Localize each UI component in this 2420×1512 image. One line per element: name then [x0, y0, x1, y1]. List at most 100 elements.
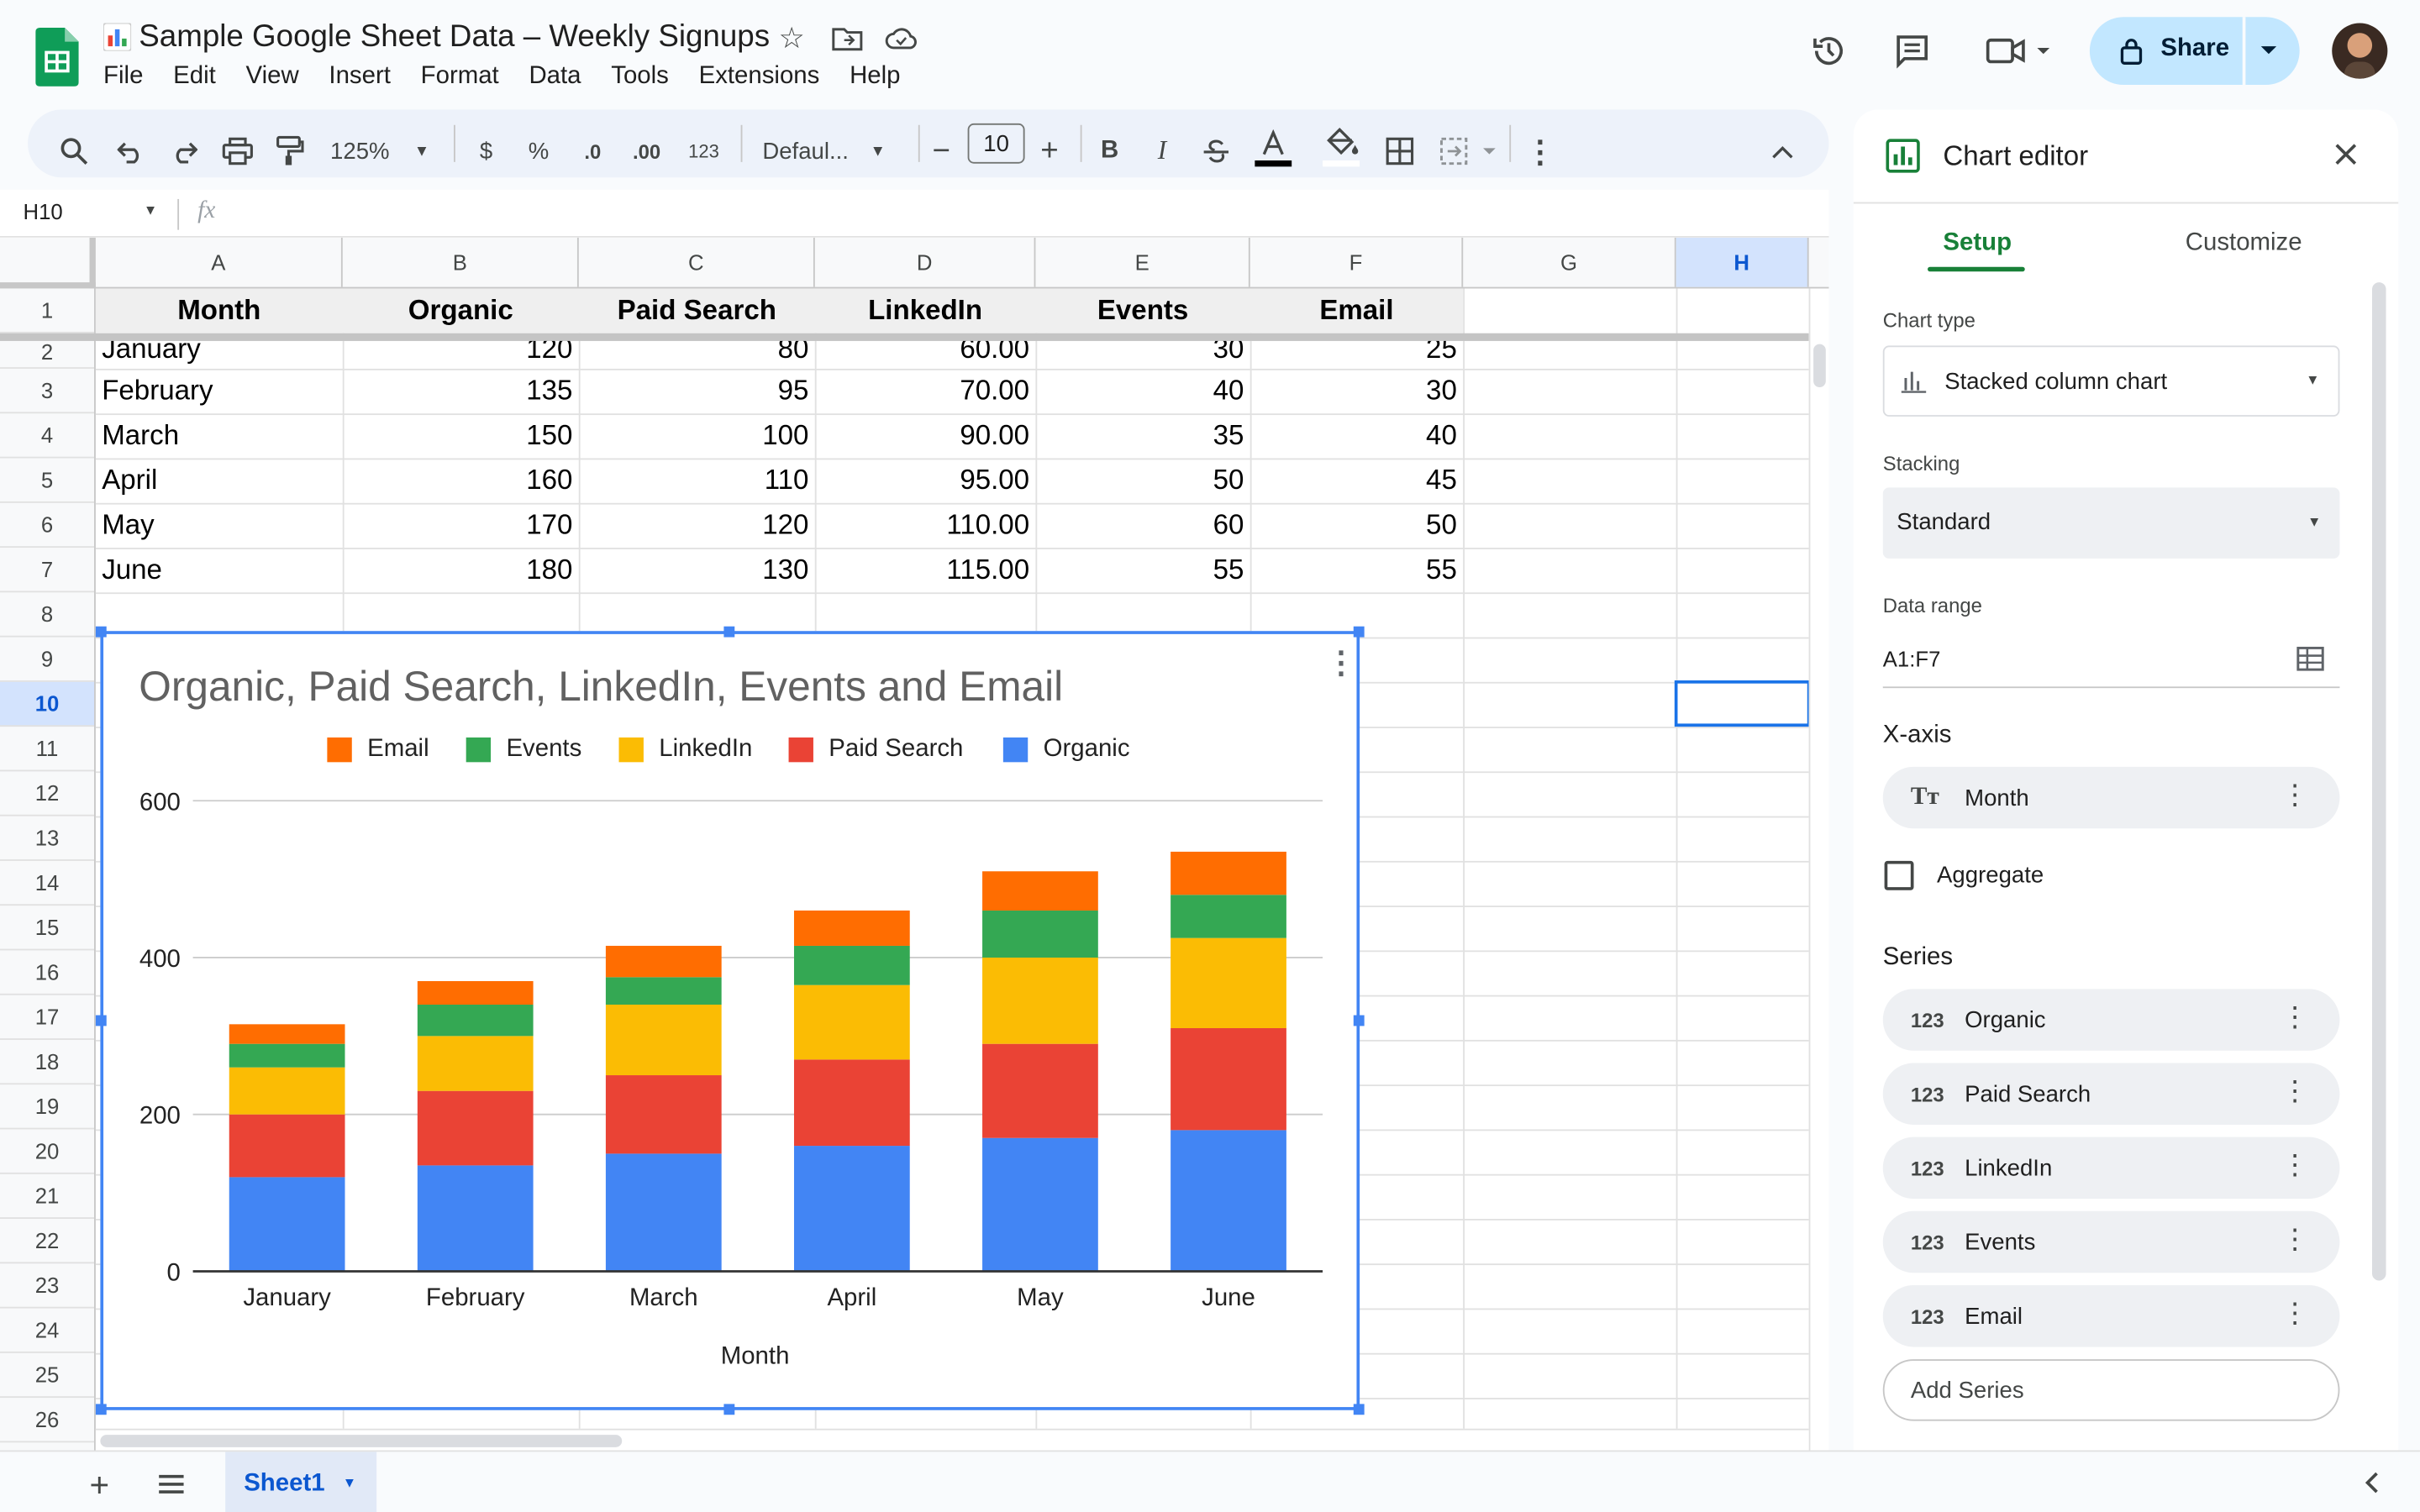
- column-header-e[interactable]: E: [1035, 237, 1250, 287]
- chevron-down-icon[interactable]: ▼: [342, 1474, 357, 1491]
- more-options-icon[interactable]: ⋮: [2281, 1149, 2309, 1181]
- cell-email[interactable]: 25: [1426, 340, 1457, 365]
- cell-linkedin[interactable]: 60.00: [960, 340, 1030, 365]
- cell-organic[interactable]: 170: [526, 509, 573, 540]
- row-header-15[interactable]: 15: [0, 906, 95, 951]
- cell-linkedin[interactable]: 95.00: [960, 464, 1030, 496]
- series-item-email[interactable]: 123 Email ⋮: [1882, 1284, 2340, 1347]
- cell-email[interactable]: 55: [1426, 554, 1457, 585]
- cell-month[interactable]: February: [102, 375, 213, 407]
- cell-email[interactable]: 50: [1426, 509, 1457, 540]
- x-axis-item[interactable]: Tт Month ⋮: [1882, 766, 2340, 829]
- star-icon[interactable]: ☆: [778, 22, 805, 55]
- row-header-20[interactable]: 20: [0, 1129, 95, 1174]
- row-header-18[interactable]: 18: [0, 1040, 95, 1085]
- column-header-g[interactable]: G: [1463, 237, 1676, 287]
- cell-events[interactable]: 40: [1213, 375, 1244, 407]
- increase-decimal-button[interactable]: .00: [627, 134, 667, 168]
- resize-handle[interactable]: [1353, 626, 1365, 638]
- merge-cells-icon[interactable]: [1439, 134, 1503, 168]
- cell-paid-search[interactable]: 100: [762, 419, 809, 451]
- row-header-4[interactable]: 4: [0, 413, 95, 459]
- row-header-24[interactable]: 24: [0, 1309, 95, 1353]
- document-title[interactable]: Sample Google Sheet Data – Weekly Signup…: [139, 19, 771, 55]
- column-header-b[interactable]: B: [343, 237, 579, 287]
- row-header-6[interactable]: 6: [0, 503, 95, 549]
- row-header-5[interactable]: 5: [0, 458, 95, 503]
- cell-events[interactable]: 30: [1213, 340, 1244, 365]
- borders-icon[interactable]: [1385, 134, 1416, 168]
- more-options-icon[interactable]: ⋮: [2281, 1075, 2309, 1106]
- number-format-button[interactable]: 123: [688, 140, 719, 162]
- row-header-19[interactable]: 19: [0, 1084, 95, 1130]
- font-size-increase-button[interactable]: +: [1040, 133, 1059, 168]
- meet-icon[interactable]: [1983, 31, 2054, 71]
- cloud-saved-icon[interactable]: [884, 24, 918, 52]
- menu-insert[interactable]: Insert: [329, 63, 391, 90]
- embedded-chart[interactable]: ⋮: [100, 631, 1360, 1410]
- avatar[interactable]: [2332, 23, 2388, 79]
- add-series-button[interactable]: Add Series: [1882, 1359, 2340, 1421]
- cell-month[interactable]: April: [102, 464, 158, 496]
- menu-edit[interactable]: Edit: [173, 63, 216, 90]
- more-options-icon[interactable]: ⋮: [2281, 779, 2309, 811]
- cell-events[interactable]: 50: [1213, 464, 1244, 496]
- row-header-17[interactable]: 17: [0, 995, 95, 1040]
- row-header-25[interactable]: 25: [0, 1353, 95, 1399]
- row-header-16[interactable]: 16: [0, 950, 95, 995]
- cell-month[interactable]: June: [102, 554, 162, 585]
- series-item-organic[interactable]: 123 Organic ⋮: [1882, 989, 2340, 1051]
- chevron-down-icon[interactable]: ▼: [143, 202, 158, 218]
- resize-handle[interactable]: [723, 1404, 735, 1415]
- selected-cell-h10[interactable]: [1674, 680, 1811, 727]
- select-data-range-icon[interactable]: [2296, 646, 2324, 671]
- close-icon[interactable]: [2333, 142, 2361, 170]
- font-size-decrease-button[interactable]: −: [932, 133, 951, 168]
- cell-organic[interactable]: 160: [526, 464, 573, 496]
- editor-scrollbar[interactable]: [2372, 282, 2386, 1281]
- row-header-9[interactable]: 9: [0, 638, 95, 682]
- cell-organic[interactable]: 135: [526, 375, 573, 407]
- percent-format-button[interactable]: %: [528, 138, 550, 165]
- row-header-2[interactable]: 2: [0, 339, 95, 369]
- column-header-f[interactable]: F: [1250, 237, 1464, 287]
- cell-email[interactable]: 45: [1426, 464, 1457, 496]
- row-header-22[interactable]: 22: [0, 1219, 95, 1264]
- resize-handle[interactable]: [1353, 1404, 1365, 1415]
- series-item-paid-search[interactable]: 123 Paid Search ⋮: [1882, 1063, 2340, 1125]
- cell-linkedin[interactable]: 90.00: [960, 419, 1030, 451]
- cell-linkedin[interactable]: 110.00: [946, 509, 1030, 540]
- more-options-icon[interactable]: ⋮: [2281, 1223, 2309, 1255]
- horizontal-scrollbar[interactable]: [95, 1428, 1809, 1451]
- cell-organic[interactable]: 180: [526, 554, 573, 585]
- comments-icon[interactable]: [1892, 31, 1933, 71]
- row-header-11[interactable]: 11: [0, 727, 95, 772]
- scrollbar-thumb[interactable]: [100, 1435, 623, 1447]
- scrollbar-thumb[interactable]: [1813, 344, 1826, 388]
- cell-linkedin[interactable]: 115.00: [946, 554, 1030, 585]
- row-header-13[interactable]: 13: [0, 816, 95, 861]
- bold-button[interactable]: B: [1100, 137, 1119, 164]
- more-options-icon[interactable]: ⋮: [2281, 1297, 2309, 1329]
- menu-file[interactable]: File: [103, 63, 144, 90]
- cell-events[interactable]: 60: [1213, 509, 1244, 540]
- share-dropdown-icon[interactable]: [2256, 39, 2281, 63]
- version-history-icon[interactable]: [1809, 31, 1849, 71]
- move-folder-icon[interactable]: [832, 24, 863, 52]
- resize-handle[interactable]: [95, 1015, 107, 1026]
- print-icon[interactable]: [221, 134, 255, 168]
- cell-events[interactable]: 55: [1213, 554, 1244, 585]
- zoom-select[interactable]: 125% ▼: [330, 134, 441, 168]
- header-cell-paid-search[interactable]: Paid Search: [617, 294, 776, 326]
- currency-format-button[interactable]: $: [479, 138, 493, 165]
- header-cell-events[interactable]: Events: [1097, 294, 1189, 326]
- sheet-tab-sheet1[interactable]: Sheet1 ▼: [225, 1452, 377, 1512]
- share-button[interactable]: Share: [2089, 17, 2300, 86]
- row-header-7[interactable]: 7: [0, 548, 95, 593]
- cell-paid-search[interactable]: 110: [764, 464, 809, 496]
- column-header-d[interactable]: D: [815, 237, 1036, 287]
- stacking-select[interactable]: Standard ▼: [1882, 487, 2340, 559]
- resize-handle[interactable]: [95, 626, 107, 638]
- cell-paid-search[interactable]: 120: [762, 509, 809, 540]
- data-range-input[interactable]: A1:F7: [1882, 646, 1941, 671]
